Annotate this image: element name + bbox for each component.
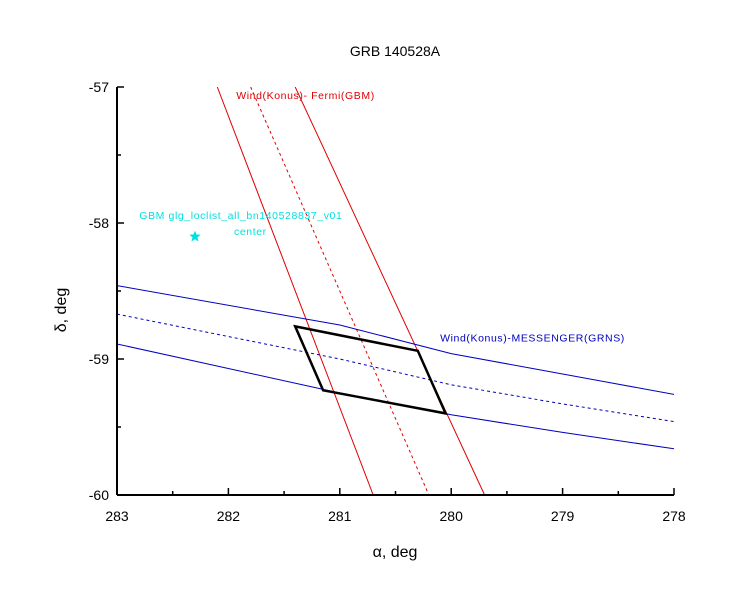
y-tick-label-2: -59 [89,351,109,367]
error-box-layer [293,324,448,416]
y-axis-label: δ, deg [53,288,70,333]
y-tick-label-1: -58 [89,215,109,231]
x-tick-label-4: 279 [551,508,575,524]
x-tick-label-0: 283 [105,508,129,524]
series-line-4 [117,313,674,423]
annotation-2: GBM glg_loclist_all_bn140528837_v01 [139,210,342,222]
x-tick-label-1: 282 [217,508,241,524]
x-tick-label-2: 281 [328,508,352,524]
chart-title: GRB 140528A [350,43,441,59]
series-layer [117,87,674,495]
y-tick-label-3: -60 [89,487,109,503]
star-marker-0 [189,230,201,242]
series-line-1 [250,87,430,495]
series-line-5 [117,343,674,450]
points-layer [189,230,201,242]
series-line-0 [216,87,374,495]
annotation-3: center [234,226,267,238]
y-tick-label-0: -57 [89,79,109,95]
x-tick-label-5: 278 [662,508,686,524]
annotation-layer: Wind(Konus)- Fermi(GBM) Wind(Konus)-MESSE… [139,90,625,344]
annotation-0: Wind(Konus)- Fermi(GBM) [236,90,375,102]
x-tick-label-3: 280 [440,508,464,524]
error-box [293,324,448,416]
series-line-2 [294,87,486,495]
x-axis-label: α, deg [373,544,418,561]
series-line-3 [117,285,674,395]
ticks-layer: 283 282 281 280 279 278 -57 -58 -59 -60 [89,79,686,524]
annotation-1: Wind(Konus)-MESSENGER(GRNS) [440,332,625,344]
axes-layer [116,87,674,496]
